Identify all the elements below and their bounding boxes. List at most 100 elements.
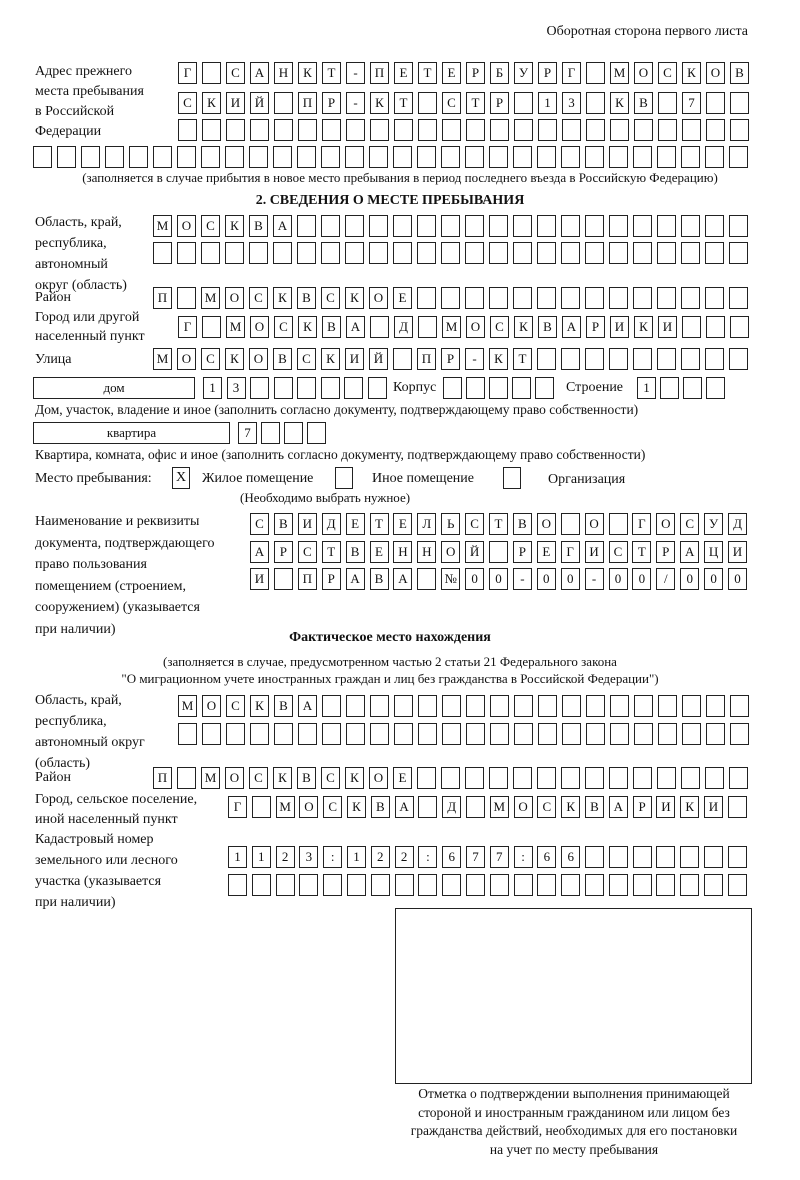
char-cell[interactable]: Р [466, 62, 485, 84]
char-cell[interactable] [585, 348, 604, 370]
char-cell[interactable] [657, 287, 676, 309]
char-cell[interactable] [538, 119, 557, 141]
char-cell[interactable] [274, 119, 293, 141]
char-cell[interactable] [680, 846, 700, 868]
char-cell[interactable]: О [656, 513, 676, 535]
char-cell[interactable] [657, 242, 676, 264]
char-cell[interactable] [393, 146, 412, 168]
char-cell[interactable] [538, 723, 557, 745]
char-cell[interactable] [226, 119, 245, 141]
char-cell[interactable]: В [297, 287, 316, 309]
char-cell[interactable] [394, 874, 414, 896]
char-cell[interactable] [441, 146, 460, 168]
char-cell[interactable]: В [273, 513, 293, 535]
char-cell[interactable] [585, 874, 604, 896]
char-cell[interactable]: Р [322, 92, 341, 114]
char-cell[interactable] [346, 695, 365, 717]
char-cell[interactable] [610, 119, 629, 141]
char-cell[interactable] [609, 242, 628, 264]
char-cell[interactable] [513, 287, 532, 309]
char-cell[interactable]: К [321, 348, 340, 370]
char-cell[interactable]: А [250, 541, 269, 563]
char-cell[interactable]: Й [465, 541, 485, 563]
char-cell[interactable] [634, 695, 653, 717]
char-cell[interactable]: Т [466, 92, 485, 114]
char-cell[interactable]: К [298, 62, 317, 84]
char-cell[interactable] [442, 874, 462, 896]
char-cell[interactable] [658, 723, 677, 745]
char-cell[interactable] [633, 146, 652, 168]
char-cell[interactable] [394, 695, 413, 717]
char-cell[interactable] [729, 348, 748, 370]
char-cell[interactable]: С [201, 215, 220, 237]
char-cell[interactable] [513, 874, 533, 896]
char-cell[interactable]: 3 [226, 377, 246, 399]
char-cell[interactable] [704, 846, 723, 868]
char-cell[interactable]: 0 [608, 568, 628, 590]
char-cell[interactable] [585, 215, 604, 237]
char-cell[interactable] [418, 723, 437, 745]
char-cell[interactable]: О [177, 215, 196, 237]
char-cell[interactable]: Г [562, 62, 581, 84]
char-cell[interactable]: 7 [466, 846, 485, 868]
char-cell[interactable]: Р [273, 541, 293, 563]
char-cell[interactable] [57, 146, 76, 168]
char-cell[interactable]: В [730, 62, 749, 84]
char-cell[interactable]: 3 [562, 92, 581, 114]
char-cell[interactable] [657, 767, 676, 789]
char-cell[interactable]: С [249, 767, 268, 789]
char-cell[interactable] [586, 92, 605, 114]
char-cell[interactable]: К [514, 316, 533, 338]
char-cell[interactable] [586, 723, 605, 745]
char-cell[interactable] [202, 316, 221, 338]
char-cell[interactable]: Г [178, 62, 197, 84]
char-cell[interactable]: К [489, 348, 508, 370]
char-cell[interactable]: 1 [203, 377, 222, 399]
char-cell[interactable] [466, 377, 485, 399]
char-cell[interactable] [418, 92, 437, 114]
char-cell[interactable] [705, 767, 724, 789]
char-cell[interactable] [418, 796, 438, 818]
char-cell[interactable]: О [706, 62, 725, 84]
char-cell[interactable]: К [345, 767, 364, 789]
char-cell[interactable]: М [201, 287, 220, 309]
char-cell[interactable]: Р [656, 541, 676, 563]
char-cell[interactable]: Д [321, 513, 341, 535]
char-cell[interactable]: А [562, 316, 581, 338]
char-cell[interactable]: 0 [632, 568, 652, 590]
char-cell[interactable] [225, 146, 244, 168]
char-cell[interactable] [729, 287, 748, 309]
char-cell[interactable] [489, 767, 508, 789]
char-cell[interactable] [275, 874, 295, 896]
char-cell[interactable] [680, 874, 700, 896]
char-cell[interactable]: П [153, 287, 172, 309]
char-cell[interactable]: О [536, 513, 556, 535]
char-cell[interactable]: 0 [465, 568, 485, 590]
char-cell[interactable]: Р [441, 348, 460, 370]
char-cell[interactable] [345, 146, 364, 168]
char-cell[interactable]: Т [489, 513, 508, 535]
char-cell[interactable] [297, 146, 316, 168]
char-cell[interactable] [633, 215, 652, 237]
char-cell[interactable] [730, 119, 749, 141]
char-cell[interactable]: 7 [489, 846, 509, 868]
char-cell[interactable]: Р [586, 316, 605, 338]
char-cell[interactable]: Г [178, 316, 197, 338]
char-cell[interactable]: С [178, 92, 197, 114]
char-cell[interactable] [705, 242, 724, 264]
char-cell[interactable] [33, 146, 52, 168]
char-cell[interactable]: И [658, 316, 677, 338]
char-cell[interactable]: С [323, 796, 343, 818]
char-cell[interactable]: У [704, 513, 724, 535]
apartment-type-field[interactable]: квартира [33, 422, 230, 444]
char-cell[interactable] [249, 146, 268, 168]
char-cell[interactable] [633, 242, 652, 264]
char-cell[interactable]: С [465, 513, 485, 535]
char-cell[interactable]: У [514, 62, 533, 84]
char-cell[interactable] [178, 119, 197, 141]
char-cell[interactable]: В [297, 767, 316, 789]
char-cell[interactable]: В [274, 695, 293, 717]
char-cell[interactable]: Г [632, 513, 652, 535]
char-cell[interactable]: Т [513, 348, 532, 370]
char-cell[interactable] [490, 119, 509, 141]
